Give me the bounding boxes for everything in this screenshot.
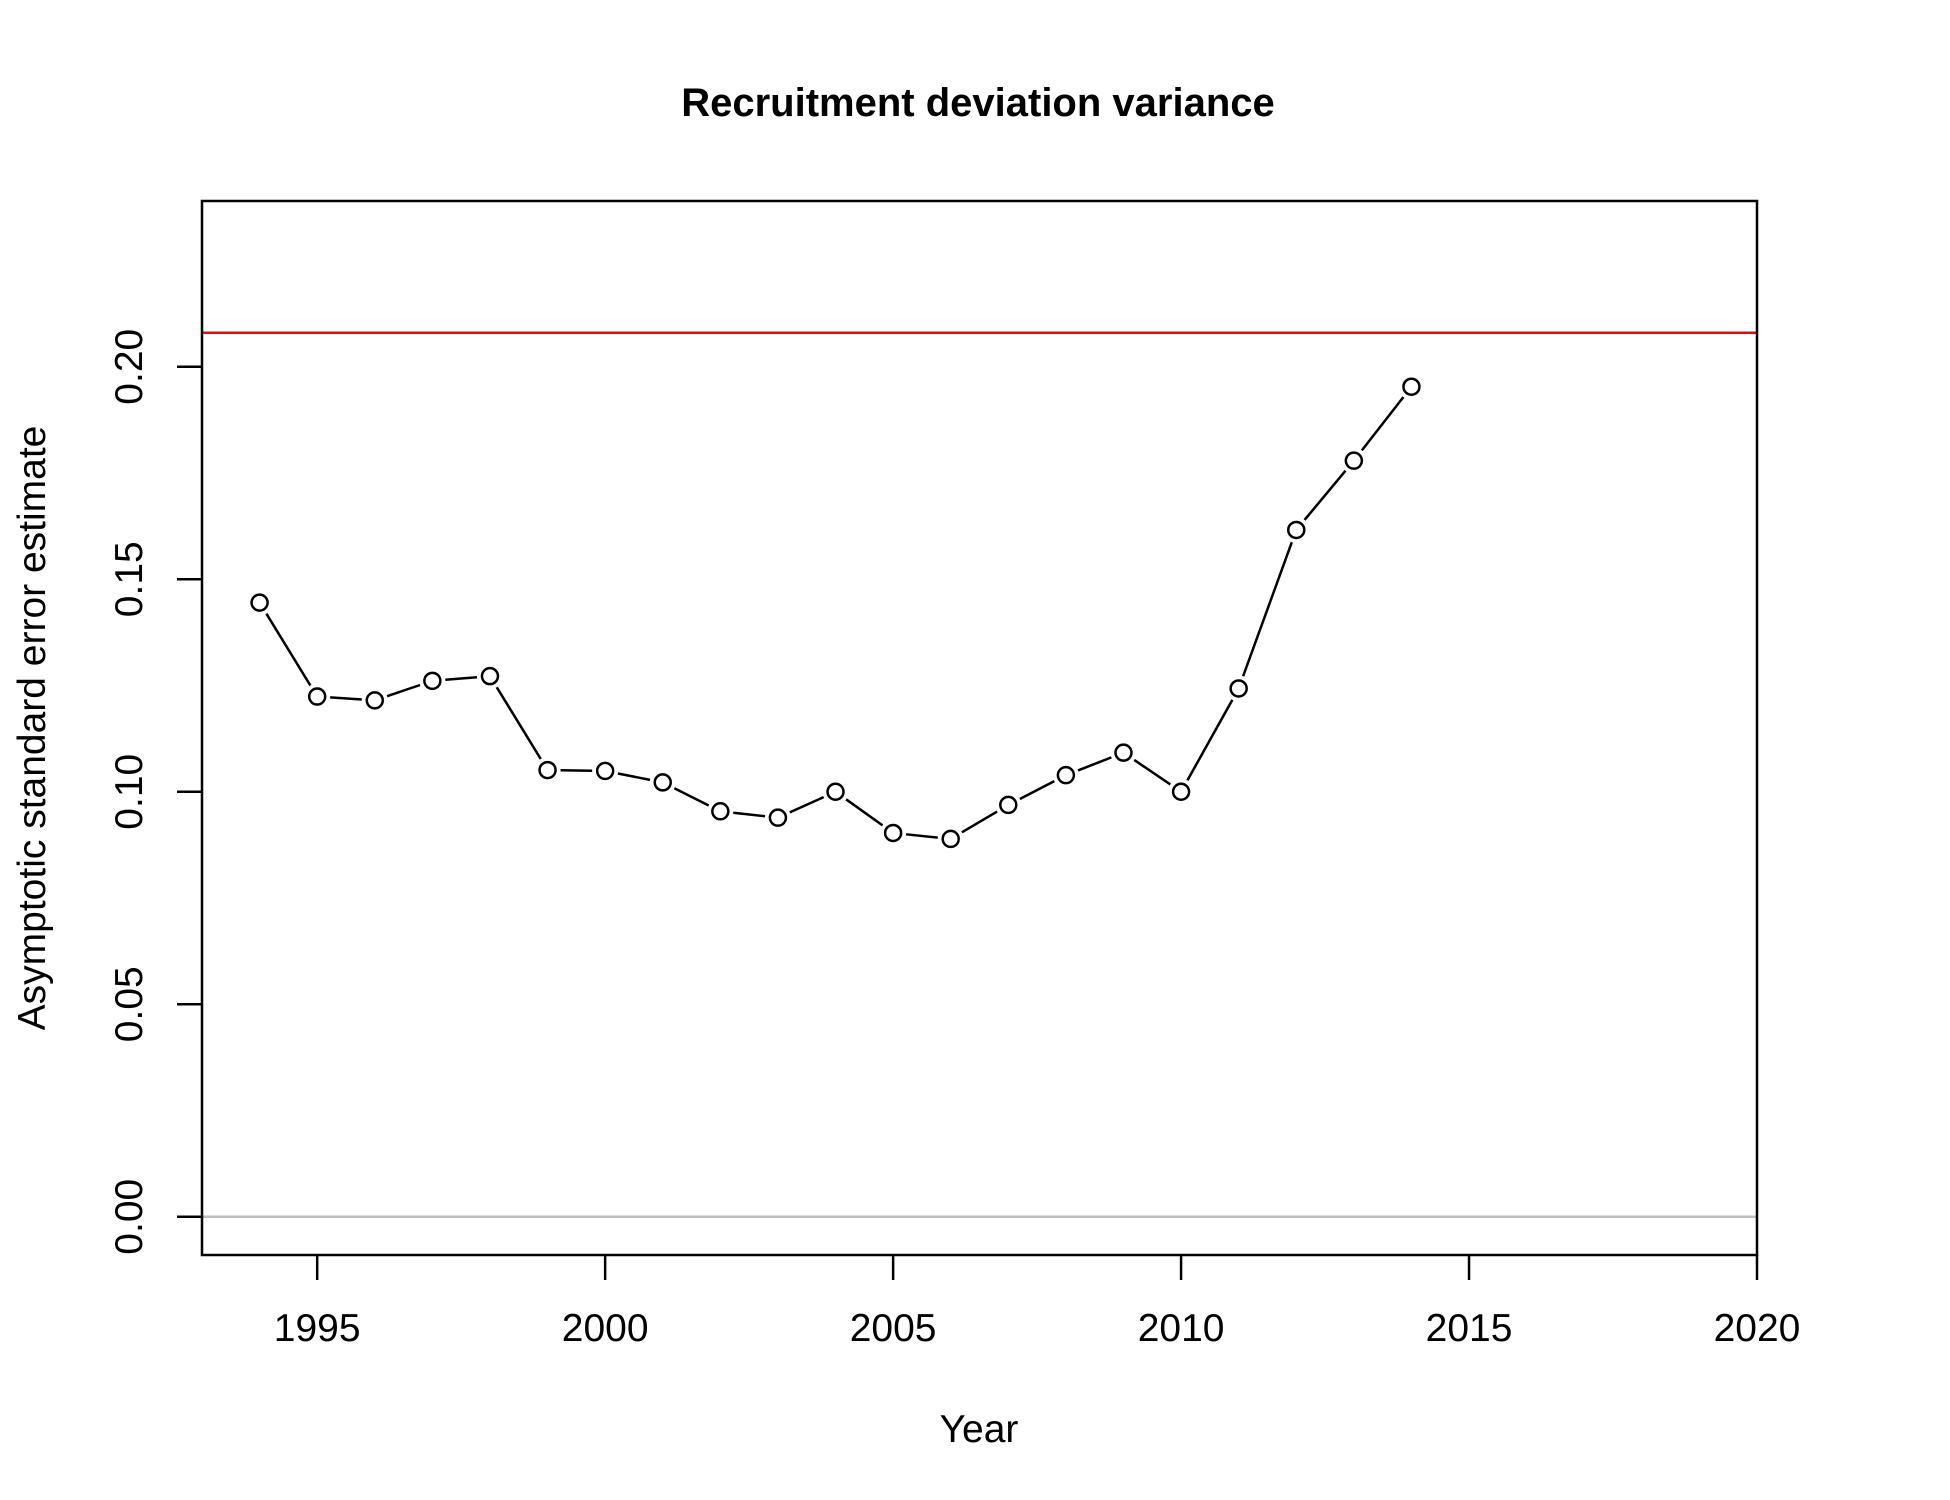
data-point xyxy=(883,823,903,843)
series-segment xyxy=(733,811,766,818)
data-point xyxy=(250,593,269,612)
data-point xyxy=(1114,743,1133,762)
series-segment xyxy=(445,675,478,682)
y-tick-label: 0.10 xyxy=(108,754,151,830)
series-segment xyxy=(961,810,998,834)
series-segment xyxy=(386,683,421,698)
x-tick-label: 2020 xyxy=(1714,1307,1801,1350)
y-axis: 0.00 0.05 0.10 0.15 0.20 xyxy=(108,329,202,1255)
y-tick-label: 0.05 xyxy=(108,966,151,1042)
data-point xyxy=(653,773,672,792)
x-tick-label: 2005 xyxy=(850,1307,937,1350)
series-segment xyxy=(1019,780,1055,801)
y-tick-label: 0.00 xyxy=(108,1179,151,1255)
data-point xyxy=(1402,377,1421,396)
data-point xyxy=(711,802,730,821)
series-segment xyxy=(330,696,362,701)
series-segment xyxy=(1360,396,1405,452)
data-point xyxy=(768,808,788,827)
data-point xyxy=(1171,782,1191,801)
x-tick-label: 2010 xyxy=(1138,1307,1225,1350)
x-tick-label: 2015 xyxy=(1426,1307,1513,1350)
y-tick-label: 0.15 xyxy=(108,541,151,617)
chart-title: Recruitment deviation variance xyxy=(681,81,1275,125)
x-axis-label: Year xyxy=(940,1408,1019,1451)
data-point xyxy=(1229,679,1248,698)
x-tick-label: 2000 xyxy=(562,1307,649,1350)
y-axis-label: Asymptotic standard error estimate xyxy=(11,426,54,1031)
series-segment xyxy=(1133,758,1172,786)
data-point xyxy=(941,829,960,849)
series-segment xyxy=(905,833,938,839)
series-segment xyxy=(845,798,884,827)
series-segment xyxy=(1241,541,1293,677)
data-point xyxy=(1056,765,1076,785)
series-segment xyxy=(265,613,312,687)
series-segment xyxy=(1077,756,1112,772)
series-segment xyxy=(673,787,710,807)
data-point xyxy=(826,782,845,801)
data-point xyxy=(1287,520,1306,540)
series-segment xyxy=(1186,699,1234,782)
data-point xyxy=(595,761,615,781)
y-tick-label: 0.20 xyxy=(108,329,151,405)
series-segment xyxy=(789,795,825,814)
plot-frame xyxy=(200,199,1759,1257)
plot-area xyxy=(202,331,1757,1218)
x-tick-label: 1995 xyxy=(274,1307,361,1350)
series-segment xyxy=(495,686,542,760)
data-point xyxy=(999,795,1018,815)
data-point xyxy=(538,760,557,780)
data-point xyxy=(423,671,442,691)
data-point xyxy=(365,691,385,710)
data-point xyxy=(1344,451,1364,470)
series-segment xyxy=(617,772,651,782)
series-segment xyxy=(1303,469,1347,521)
data-point xyxy=(480,666,500,686)
data-point xyxy=(307,687,327,706)
x-axis: 1995 2000 2005 2010 2015 2020 xyxy=(274,1255,1801,1350)
